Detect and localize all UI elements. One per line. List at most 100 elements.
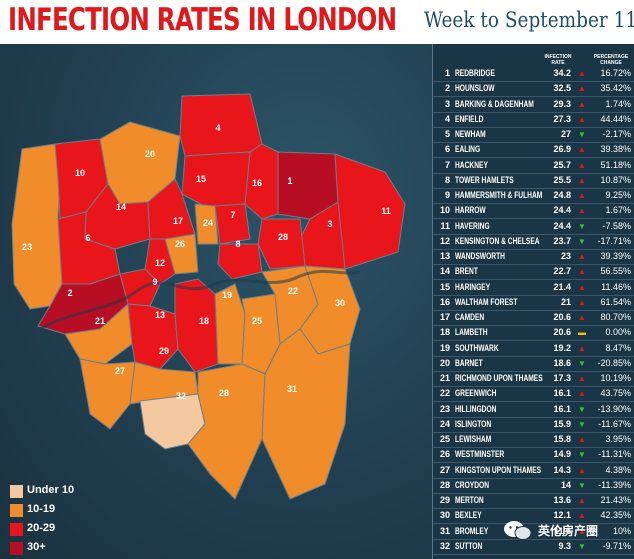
map-label-25: 25 — [252, 316, 262, 326]
infection-rate-value: 17.3 — [553, 373, 571, 383]
borough-area-7 — [214, 203, 251, 245]
legend-label: Under 10 — [27, 484, 75, 496]
table-row: 7 HACKNEY 25.7 ▲ 51.18% — [433, 158, 634, 174]
rank-cell: 22 — [439, 388, 450, 399]
london-map: 1 2 3 4 6 7 8 9 10 11 12 13 14 15 16 17 … — [0, 44, 432, 559]
borough-name: ENFIELD — [455, 113, 484, 124]
table-row: 31 BROMLEY 11.6 ▲ 10% — [433, 524, 634, 540]
map-label-3: 3 — [327, 219, 332, 229]
rank-cell: 12 — [439, 235, 450, 246]
infection-rate-value: 12.1 — [553, 510, 571, 521]
rank-cell: 17 — [439, 312, 450, 322]
percentage-change-value: 42.35% — [600, 510, 631, 521]
header: INFECTION RATES IN LONDON Week to Septem… — [0, 0, 634, 44]
rank-cell: 7 — [444, 159, 450, 170]
borough-name: ISLINGTON — [455, 418, 492, 429]
trend-up-icon: ▲ — [578, 526, 586, 536]
borough-name: EALING — [455, 144, 481, 155]
percentage-change-value: -20.85% — [597, 357, 631, 368]
trend-up-icon: ▲ — [578, 267, 586, 277]
rank-cell: 8 — [444, 174, 450, 185]
rank-cell: 18 — [439, 327, 450, 338]
column-header-rate: INFECTION RATE — [544, 54, 572, 66]
percentage-change-value: 39.39% — [600, 251, 631, 261]
borough-map-svg: 1 2 3 4 6 7 8 9 10 11 12 13 14 15 16 17 … — [11, 93, 406, 500]
percentage-change-value: 43.75% — [600, 388, 631, 399]
trend-up-icon: ▲ — [578, 114, 586, 124]
rank-cell: 27 — [439, 464, 450, 475]
river-thames — [39, 269, 361, 331]
infection-rate-value: 26.9 — [553, 144, 571, 155]
trend-up-icon: ▲ — [578, 389, 586, 399]
map-label-8: 8 — [235, 239, 240, 249]
map-label-2: 2 — [67, 288, 72, 298]
borough-name: HAMMERSMITH & FULHAM — [455, 190, 543, 200]
percentage-change-value: -7.58% — [602, 220, 631, 231]
percentage-change-value: 10.87% — [600, 174, 631, 185]
borough-area-12 — [144, 238, 176, 285]
borough-name: WESTMINSTER — [455, 449, 505, 460]
trend-up-icon: ▲ — [578, 252, 586, 261]
map-label-1: 1 — [287, 176, 292, 186]
borough-name: NEWHAM — [455, 129, 486, 139]
rank-cell: 21 — [439, 373, 450, 383]
trend-down-icon: ▼ — [578, 541, 586, 551]
table-row: 20 BARNET 18.6 ▼ -20.85% — [433, 356, 634, 372]
trend-up-icon: ▲ — [578, 175, 586, 185]
rank-cell: 28 — [439, 479, 450, 490]
borough-name: WANDSWORTH — [455, 251, 505, 261]
page-subtitle: Week to September 11 — [424, 8, 634, 32]
legend-swatch — [10, 523, 23, 536]
map-label-21: 21 — [95, 316, 105, 326]
table-row: 4 ENFIELD 27.3 ▲ 44.44% — [433, 112, 634, 128]
infection-rate-value: 15.9 — [553, 418, 571, 429]
borough-name: KINGSTON UPON THAMES — [455, 464, 542, 475]
map-label-29: 29 — [159, 346, 169, 356]
map-label-26: 26 — [175, 239, 185, 249]
borough-name: HOUNSLOW — [455, 83, 495, 94]
table-row: 18 LAMBETH 20.6 ▬ 0.00% — [433, 325, 634, 342]
borough-name: HARROW — [455, 205, 486, 216]
map-label-4: 4 — [215, 123, 220, 133]
borough-name: MERTON — [455, 495, 484, 505]
table-row: 29 MERTON 13.6 ▲ 21.43% — [433, 493, 634, 509]
table-row: 15 HARINGEY 21.4 ▲ 11.46% — [433, 280, 634, 296]
infection-rate-value: 14.9 — [553, 449, 571, 460]
map-label-32: 32 — [176, 391, 186, 401]
rank-cell: 15 — [439, 281, 450, 292]
table-row: 1 REDBRIDGE 34.2 ▲ 16.72% — [433, 66, 634, 82]
map-label-6: 6 — [85, 233, 90, 243]
rank-cell: 16 — [439, 296, 450, 307]
rank-cell: 24 — [439, 418, 450, 429]
map-label-24: 24 — [203, 218, 213, 228]
borough-area-13 — [127, 303, 179, 370]
trend-up-icon: ▲ — [578, 145, 586, 155]
map-label-14: 14 — [116, 202, 126, 212]
map-label-18: 18 — [199, 316, 209, 326]
table-row: 23 HILLINGDON 16.1 ▼ -13.90% — [433, 402, 634, 418]
table-row: 32 SUTTON 9.3 ▼ -9.71% — [433, 539, 634, 555]
infection-rate-value: 14.3 — [553, 464, 571, 475]
percentage-change-value: 10.19% — [600, 373, 631, 383]
borough-name: CROYDON — [455, 479, 490, 490]
watermark: 英伦房产圈 — [498, 519, 632, 541]
borough-name: HILLINGDON — [455, 403, 497, 414]
infection-rate-value: 24.4 — [553, 220, 571, 231]
table-row: 16 WALTHAM FOREST 21 ▲ 61.54% — [433, 295, 634, 311]
map-label-22: 22 — [288, 286, 298, 296]
borough-name: KENSINGTON & CHELSEA — [455, 235, 540, 246]
infection-rate-value: 27.3 — [553, 113, 571, 124]
borough-name: CAMDEN — [455, 312, 485, 322]
borough-area-18 — [174, 278, 219, 373]
table-row: 5 NEWHAM 27 ▼ -2.17% — [433, 127, 634, 143]
table-row: 10 HARROW 24.4 ▲ 1.67% — [433, 203, 634, 220]
percentage-change-value: 1.74% — [605, 98, 631, 109]
table-row: 14 BRENT 22.7 ▲ 56.55% — [433, 264, 634, 281]
borough-area-4 — [179, 93, 263, 157]
table-row: 26 WESTMINSTER 14.9 ▼ -11.31% — [433, 447, 634, 464]
table-row: 17 CAMDEN 20.6 ▲ 80.70% — [433, 310, 634, 326]
map-label-11: 11 — [381, 206, 391, 216]
rank-cell: 23 — [439, 403, 450, 414]
borough-name: LEWISHAM — [455, 434, 492, 444]
map-label-7: 7 — [230, 210, 235, 220]
